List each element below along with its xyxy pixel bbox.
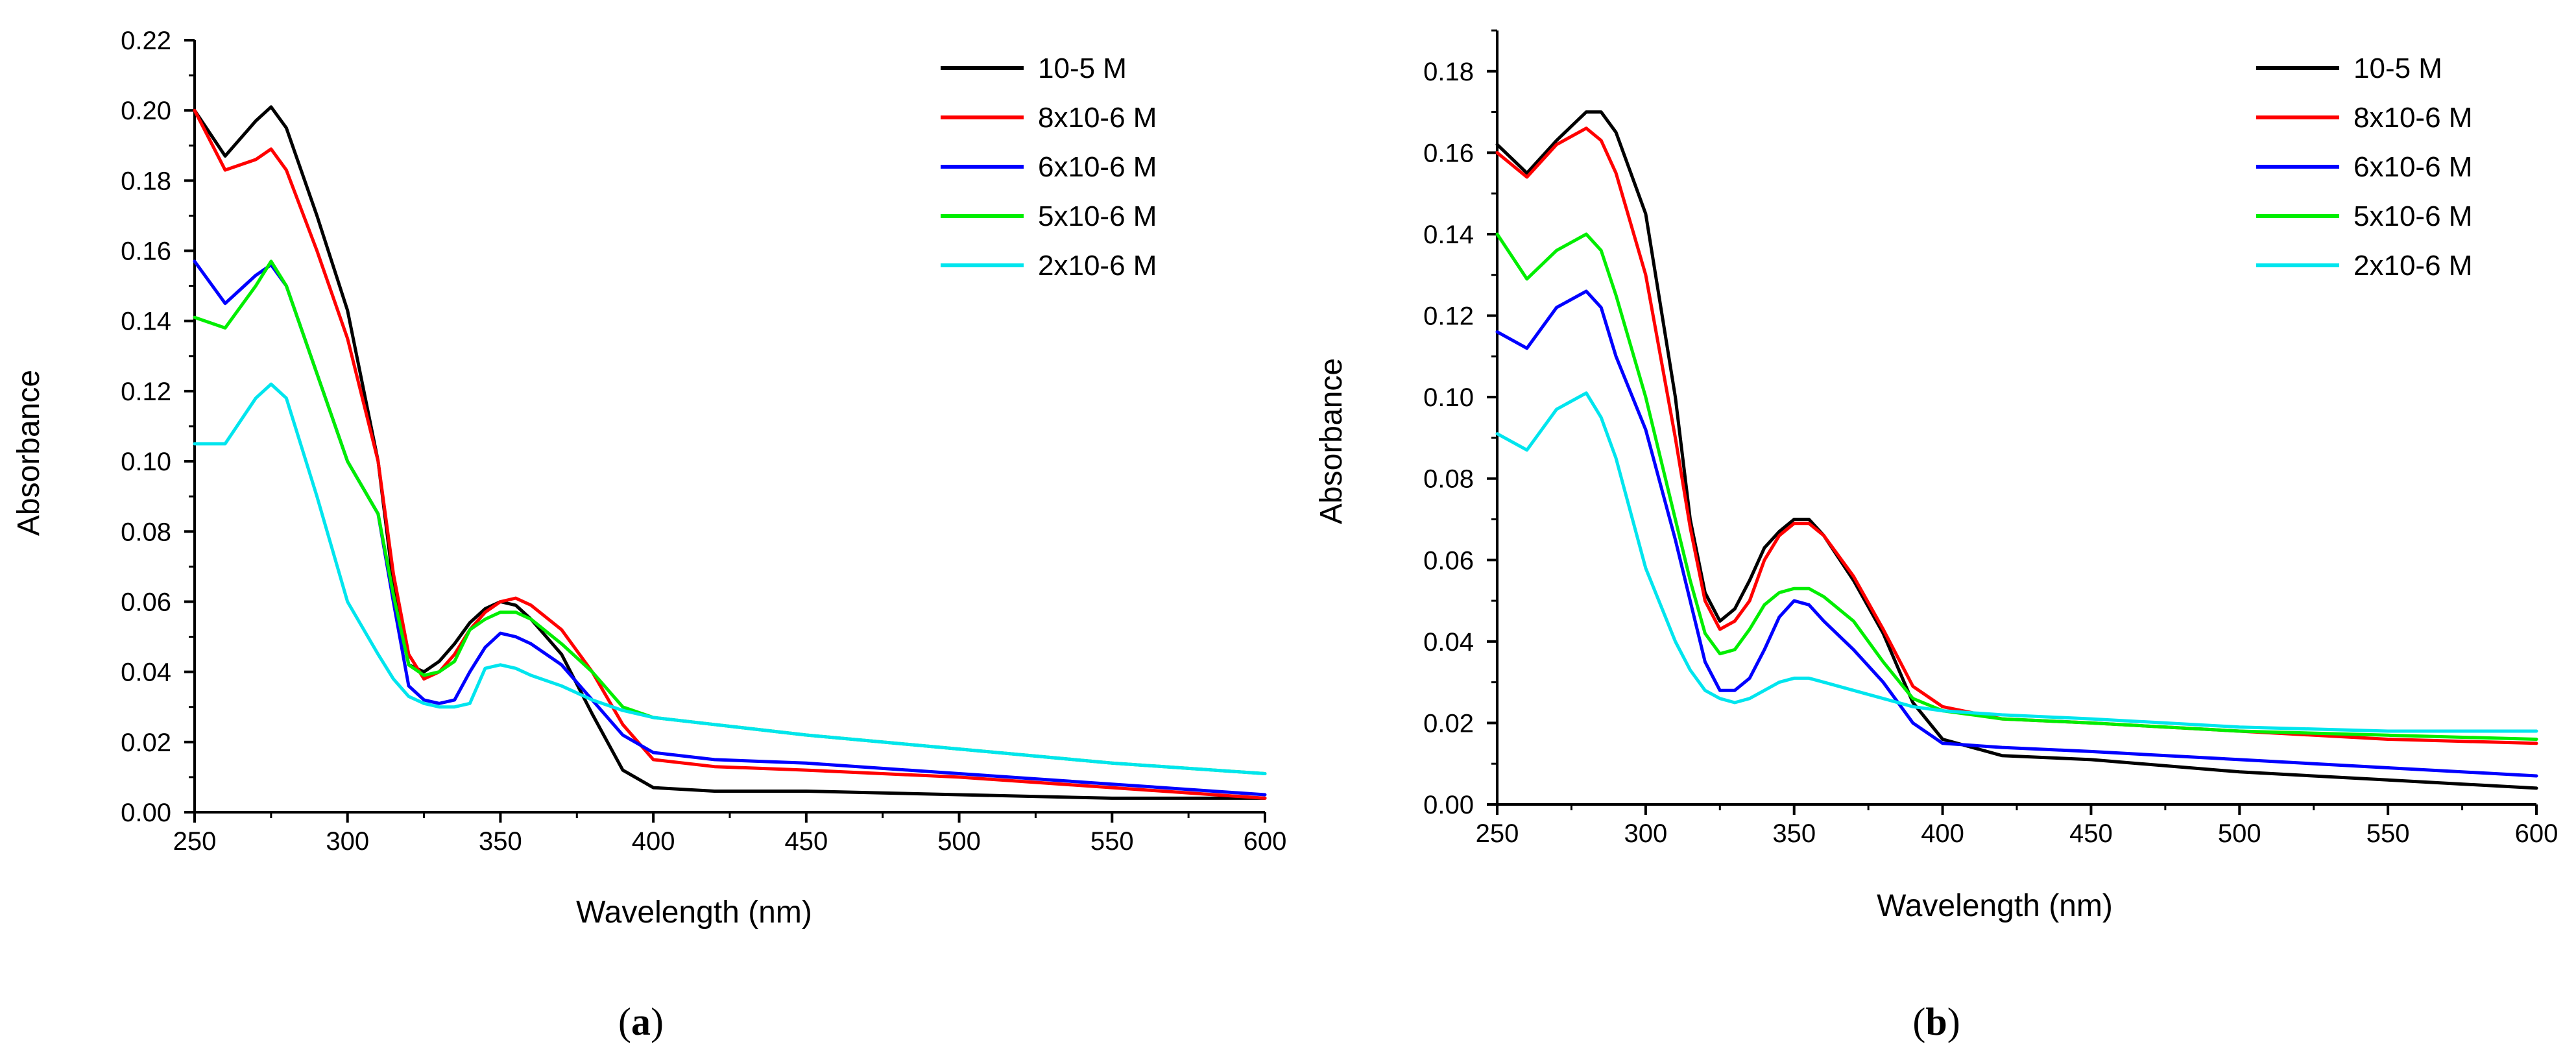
y-axis-title-a: Absorbance — [12, 370, 46, 536]
y-tick-label-a: 0.14 — [121, 308, 171, 336]
x-tick-label-b: 600 — [2515, 819, 2558, 848]
y-tick-label-b: 0.16 — [1423, 139, 1474, 167]
legend-label-a-1: 10-5 M — [1038, 53, 1127, 84]
chart-panel-b: 250 300 350 400 450 500 550 600 0.00 0.02 0.04 0.06… — [1314, 29, 2558, 1043]
legend-label-a-2: 8x10-6 M — [1038, 102, 1157, 134]
x-tick-label-b: 250 — [1476, 819, 1519, 848]
legend-label-b-4: 5x10-6 M — [2353, 200, 2472, 232]
series-line-a-5 — [193, 382, 1267, 775]
y-tick-label-a: 0.18 — [121, 167, 171, 195]
y-tick-label-b: 0.18 — [1423, 58, 1474, 86]
y-tick-label-b: 0.02 — [1423, 709, 1474, 738]
x-tick-label-b: 550 — [2366, 819, 2410, 848]
x-tick-label-b: 450 — [2069, 819, 2113, 848]
x-tick-label-b: 300 — [1624, 819, 1667, 848]
x-tick-label-a: 550 — [1090, 827, 1134, 856]
y-tick-label-b: 0.04 — [1423, 628, 1474, 657]
y-tick-label-a: 0.10 — [121, 448, 171, 476]
x-tick-label-a: 500 — [937, 827, 981, 856]
legend-label-b-5: 2x10-6 M — [2353, 250, 2472, 282]
x-axis-title-a: Wavelength (nm) — [576, 895, 812, 930]
y-tick-label-b: 0.06 — [1423, 546, 1474, 575]
x-tick-label-a: 250 — [173, 827, 217, 856]
y-tick-label-a: 0.02 — [121, 729, 171, 757]
y-tick-label-b: 0.12 — [1423, 302, 1474, 331]
x-tick-label-a: 300 — [326, 827, 369, 856]
y-tick-label-b: 0.14 — [1423, 221, 1474, 249]
series-line-b-3 — [1495, 289, 2538, 778]
panel-label-b: (b) — [1912, 1000, 1960, 1043]
y-tick-label-a: 0.00 — [121, 799, 171, 827]
x-tick-label-a: 600 — [1244, 827, 1287, 856]
series-line-b-1 — [1495, 110, 2538, 790]
series-line-b-5 — [1495, 391, 2538, 733]
y-tick-label-a: 0.16 — [121, 237, 171, 266]
x-tick-label-a: 450 — [784, 827, 828, 856]
legend-label-a-4: 5x10-6 M — [1038, 200, 1157, 232]
y-tick-label-a: 0.08 — [121, 518, 171, 546]
plot-area-b: 250 300 350 400 450 500 550 600 0.00 0.02 0.04 0.06… — [1423, 29, 2558, 848]
y-tick-label-a: 0.12 — [121, 378, 171, 406]
y-tick-label-b: 0.10 — [1423, 383, 1474, 412]
x-tick-label-a: 350 — [479, 827, 522, 856]
y-axis-title-b: Absorbance — [1314, 358, 1349, 524]
legend-label-b-1: 10-5 M — [2353, 53, 2442, 84]
chart-panel-a: 250 300 350 400 450 500 550 600 0.00 0.02 0.04 0.06… — [12, 27, 1286, 1043]
y-tick-label-b: 0.08 — [1423, 465, 1474, 494]
x-axis-title-b: Wavelength (nm) — [1877, 889, 2113, 923]
x-tick-label-b: 350 — [1772, 819, 1816, 848]
panel-label-a: (a) — [618, 1000, 664, 1043]
legend-label-a-5: 2x10-6 M — [1038, 250, 1157, 282]
y-tick-label-a: 0.06 — [121, 588, 171, 616]
y-tick-label-a: 0.20 — [121, 97, 171, 125]
x-tick-label-b: 400 — [1921, 819, 1964, 848]
series-line-b-4 — [1495, 232, 2538, 741]
legend-label-b-2: 8x10-6 M — [2353, 102, 2472, 134]
y-tick-label-a: 0.04 — [121, 658, 171, 687]
y-tick-label-b: 0.00 — [1423, 791, 1474, 819]
y-tick-label-a: 0.22 — [121, 27, 171, 55]
legend-label-a-3: 6x10-6 M — [1038, 151, 1157, 183]
legend-label-b-3: 6x10-6 M — [2353, 151, 2472, 183]
series-line-a-1 — [193, 105, 1267, 800]
x-tick-label-b: 500 — [2218, 819, 2261, 848]
plot-area-a: 250 300 350 400 450 500 550 600 0.00 0.02 0.04 0.06… — [121, 27, 1286, 856]
series-line-a-4 — [193, 259, 1267, 775]
x-tick-label-a: 400 — [632, 827, 675, 856]
